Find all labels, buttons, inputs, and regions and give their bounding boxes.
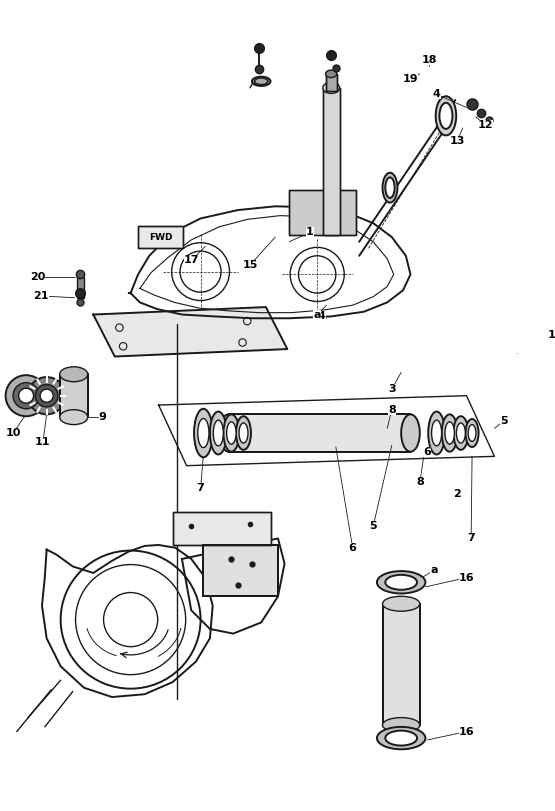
Bar (173, 513, 270, 545)
Ellipse shape (255, 78, 268, 84)
Circle shape (13, 383, 39, 409)
Bar (229, 414, 411, 452)
Text: 18: 18 (421, 55, 437, 65)
Text: 14: 14 (547, 330, 555, 340)
Ellipse shape (377, 727, 426, 749)
Ellipse shape (198, 418, 209, 448)
Ellipse shape (326, 70, 337, 78)
Bar (289, 191, 356, 235)
Text: 6: 6 (423, 447, 431, 457)
Ellipse shape (236, 416, 251, 450)
Text: 19: 19 (403, 74, 418, 84)
Text: 6: 6 (349, 543, 356, 553)
Text: a: a (430, 565, 437, 575)
Bar (326, 74, 337, 91)
Ellipse shape (239, 423, 248, 443)
Text: 4: 4 (433, 89, 441, 100)
Bar (326, 74, 337, 91)
Circle shape (36, 384, 58, 407)
Ellipse shape (453, 416, 468, 450)
Ellipse shape (385, 731, 417, 745)
Bar (60, 374, 88, 417)
Text: 16: 16 (458, 727, 475, 736)
Ellipse shape (456, 423, 465, 443)
Text: 11: 11 (35, 437, 51, 448)
Ellipse shape (442, 414, 458, 452)
Text: 17: 17 (184, 255, 199, 265)
Text: 21: 21 (33, 291, 49, 301)
Text: 5: 5 (370, 521, 377, 531)
Text: 8: 8 (388, 405, 396, 414)
Text: 2: 2 (453, 489, 461, 499)
Ellipse shape (194, 409, 213, 457)
Text: 5: 5 (500, 416, 508, 426)
Ellipse shape (436, 97, 456, 135)
Ellipse shape (385, 575, 417, 590)
Ellipse shape (466, 419, 478, 447)
Ellipse shape (468, 425, 476, 441)
Bar (289, 191, 356, 235)
Bar (382, 603, 420, 725)
Ellipse shape (323, 82, 340, 93)
Bar (138, 226, 183, 248)
Polygon shape (93, 307, 287, 357)
Ellipse shape (445, 422, 455, 444)
Circle shape (19, 388, 34, 403)
Ellipse shape (60, 410, 88, 425)
Bar (203, 545, 278, 596)
Text: 13: 13 (450, 136, 465, 146)
Text: 16: 16 (458, 573, 475, 582)
Text: 7: 7 (467, 534, 475, 543)
Text: 20: 20 (29, 272, 45, 282)
Ellipse shape (382, 718, 420, 732)
Bar (382, 603, 420, 725)
Bar (77, 277, 84, 298)
Text: 7: 7 (196, 483, 204, 493)
Ellipse shape (252, 77, 270, 86)
Text: 1: 1 (306, 227, 314, 238)
Bar (138, 226, 183, 248)
Text: a: a (314, 310, 321, 320)
Text: FWD: FWD (149, 233, 172, 242)
Ellipse shape (440, 103, 452, 129)
Ellipse shape (377, 571, 426, 594)
Ellipse shape (226, 422, 236, 444)
Ellipse shape (428, 411, 445, 454)
Text: 15: 15 (243, 260, 258, 270)
Ellipse shape (210, 411, 226, 454)
Bar (323, 88, 340, 235)
Ellipse shape (382, 173, 397, 203)
Bar (60, 374, 88, 417)
Text: 8: 8 (416, 478, 423, 487)
Ellipse shape (385, 178, 395, 198)
Text: 3: 3 (388, 384, 396, 394)
Text: 12: 12 (477, 120, 493, 130)
Bar (229, 414, 411, 452)
Bar (173, 513, 270, 545)
Circle shape (40, 389, 53, 402)
Bar (323, 88, 340, 235)
Text: 10: 10 (6, 428, 21, 438)
Ellipse shape (401, 414, 420, 452)
Ellipse shape (60, 367, 88, 382)
Ellipse shape (432, 420, 442, 446)
Ellipse shape (219, 414, 238, 452)
Ellipse shape (213, 420, 223, 446)
Text: 9: 9 (99, 412, 107, 423)
Ellipse shape (382, 596, 420, 611)
Bar (203, 545, 278, 596)
Ellipse shape (224, 414, 239, 452)
Circle shape (6, 375, 47, 416)
Text: 4: 4 (318, 311, 326, 321)
Circle shape (28, 377, 65, 414)
